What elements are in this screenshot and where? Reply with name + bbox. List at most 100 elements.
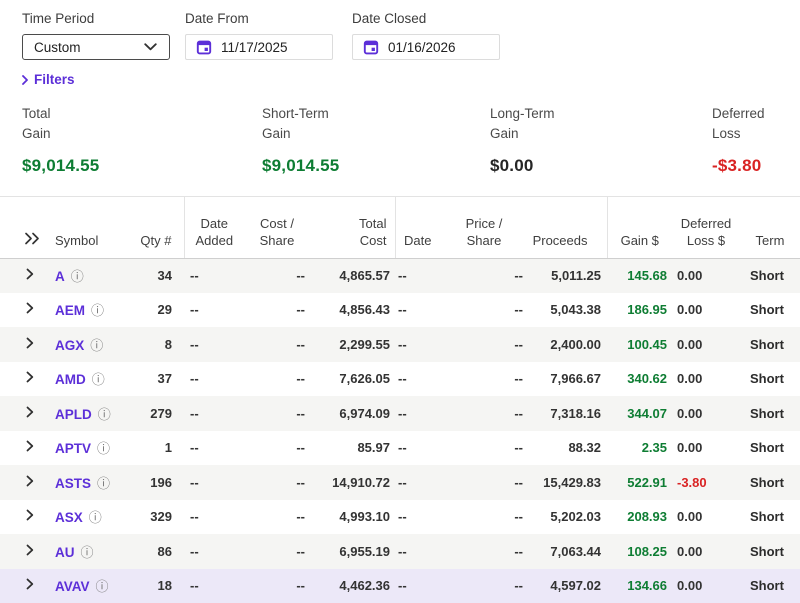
table-row[interactable]: APLD ⓘ 279 -- -- 6,974.09 -- -- 7,318.16 … bbox=[0, 396, 800, 431]
deferred-loss-cell: 0.00 bbox=[672, 568, 740, 603]
table-row[interactable]: AVAV ⓘ 18 -- -- 4,462.36 -- -- 4,597.02 1… bbox=[0, 568, 800, 603]
cost-share-cell: -- bbox=[244, 499, 310, 534]
symbol-link[interactable]: ASX bbox=[55, 510, 83, 526]
table-row[interactable]: AGX ⓘ 8 -- -- 2,299.55 -- -- 2,400.00 100… bbox=[0, 327, 800, 362]
symbol-link[interactable]: ASTS bbox=[55, 475, 92, 491]
date-cell: -- bbox=[395, 327, 440, 362]
date-cell: -- bbox=[395, 292, 440, 327]
column-header-symbol: Symbol bbox=[50, 196, 135, 259]
deferred-loss-cell: 0.00 bbox=[672, 258, 740, 293]
price-share-cell: -- bbox=[440, 396, 528, 431]
cost-share-cell: -- bbox=[244, 361, 310, 396]
info-icon[interactable]: ⓘ bbox=[88, 511, 102, 527]
qty-cell: 34 bbox=[135, 258, 184, 293]
info-icon[interactable]: ⓘ bbox=[80, 545, 94, 561]
proceeds-cell: 7,966.67 bbox=[528, 361, 607, 396]
filters-link[interactable]: Filters bbox=[22, 72, 75, 87]
gain-cell: 2.35 bbox=[607, 430, 672, 465]
date-from-input[interactable]: 11/17/2025 bbox=[185, 34, 333, 60]
date-closed-input[interactable]: 01/16/2026 bbox=[352, 34, 500, 60]
symbol-link[interactable]: AGX bbox=[55, 337, 85, 353]
proceeds-cell: 4,597.02 bbox=[528, 568, 607, 603]
expand-row-icon[interactable] bbox=[26, 578, 34, 590]
info-icon[interactable]: ⓘ bbox=[70, 270, 84, 285]
qty-cell: 18 bbox=[135, 568, 184, 603]
column-header-proceeds: Proceeds bbox=[528, 196, 607, 259]
date-cell: -- bbox=[395, 568, 440, 603]
table-row[interactable]: AU ⓘ 86 -- -- 6,955.19 -- -- 7,063.44 108… bbox=[0, 534, 800, 569]
column-header-term: Term bbox=[740, 196, 800, 259]
table-header-row: Symbol Qty # Date Added Cost / Share Tot… bbox=[0, 196, 800, 259]
date-from-label: Date From bbox=[185, 11, 249, 26]
column-header-gain: Gain $ bbox=[606, 196, 672, 259]
expand-all-button[interactable] bbox=[24, 232, 41, 245]
symbol-link[interactable]: AVAV bbox=[55, 579, 90, 595]
total-cost-cell: 4,462.36 bbox=[310, 568, 395, 603]
cost-share-cell: -- bbox=[244, 396, 310, 431]
expand-row-icon[interactable] bbox=[26, 440, 34, 452]
term-cell: Short bbox=[740, 465, 800, 500]
column-header-price-share: Price / Share bbox=[440, 196, 528, 259]
deferred-loss-cell: 0.00 bbox=[672, 396, 740, 431]
table-row[interactable]: ASTS ⓘ 196 -- -- 14,910.72 -- -- 15,429.8… bbox=[0, 465, 800, 500]
date-cell: -- bbox=[395, 499, 440, 534]
table-row[interactable]: APTV ⓘ 1 -- -- 85.97 -- -- 88.32 2.35 0.0… bbox=[0, 430, 800, 465]
price-share-cell: -- bbox=[440, 258, 528, 293]
date-cell: -- bbox=[395, 396, 440, 431]
expand-row-icon[interactable] bbox=[26, 475, 34, 487]
deferred-loss-cell: 0.00 bbox=[672, 292, 740, 327]
total-cost-cell: 85.97 bbox=[310, 430, 395, 465]
symbol-link[interactable]: APTV bbox=[55, 441, 92, 457]
info-icon[interactable]: ⓘ bbox=[91, 373, 105, 389]
info-icon[interactable]: ⓘ bbox=[91, 304, 105, 320]
proceeds-cell: 15,429.83 bbox=[528, 465, 607, 500]
expand-row-icon[interactable] bbox=[26, 337, 34, 349]
calendar-icon[interactable] bbox=[363, 39, 379, 55]
price-share-cell: -- bbox=[440, 430, 528, 465]
info-icon[interactable]: ⓘ bbox=[97, 476, 111, 492]
symbol-link[interactable]: AEM bbox=[55, 303, 85, 319]
symbol-link[interactable]: A bbox=[55, 269, 65, 284]
summary-value: $9,014.55 bbox=[262, 155, 340, 175]
total-cost-cell: 4,865.57 bbox=[310, 258, 395, 293]
term-cell: Short bbox=[740, 396, 800, 431]
total-cost-cell: 14,910.72 bbox=[310, 465, 395, 500]
date-closed-label: Date Closed bbox=[352, 11, 427, 26]
symbol-link[interactable]: AMD bbox=[55, 372, 86, 388]
total-cost-cell: 2,299.55 bbox=[310, 327, 395, 362]
expand-row-icon[interactable] bbox=[26, 509, 34, 521]
date-added-cell: -- bbox=[184, 361, 244, 396]
info-icon[interactable]: ⓘ bbox=[97, 442, 111, 458]
date-added-cell: -- bbox=[184, 430, 244, 465]
date-added-cell: -- bbox=[184, 465, 244, 500]
term-cell: Short bbox=[740, 292, 800, 327]
expand-row-icon[interactable] bbox=[26, 371, 34, 383]
info-icon[interactable]: ⓘ bbox=[95, 580, 109, 596]
symbol-link[interactable]: AU bbox=[55, 544, 75, 560]
expand-row-icon[interactable] bbox=[26, 268, 34, 280]
term-cell: Short bbox=[740, 361, 800, 396]
qty-cell: 29 bbox=[135, 292, 184, 327]
expand-row-icon[interactable] bbox=[26, 302, 34, 314]
summary-card-total-gain: Total Gain $9,014.55 bbox=[22, 104, 262, 176]
total-cost-cell: 6,955.19 bbox=[310, 534, 395, 569]
time-period-group: Time Period Custom bbox=[22, 10, 170, 60]
info-icon[interactable]: ⓘ bbox=[97, 407, 111, 423]
deferred-loss-cell: -3.80 bbox=[672, 465, 740, 500]
total-cost-cell: 4,856.43 bbox=[310, 292, 395, 327]
time-period-label: Time Period bbox=[22, 11, 95, 26]
calendar-icon[interactable] bbox=[196, 39, 212, 55]
chevron-down-icon bbox=[144, 43, 157, 51]
expand-row-icon[interactable] bbox=[26, 544, 34, 556]
symbol-link[interactable]: APLD bbox=[55, 406, 92, 422]
table-row[interactable]: AEM ⓘ 29 -- -- 4,856.43 -- -- 5,043.38 18… bbox=[0, 292, 800, 327]
table-row[interactable]: ASX ⓘ 329 -- -- 4,993.10 -- -- 5,202.03 2… bbox=[0, 499, 800, 534]
expand-row-icon[interactable] bbox=[26, 406, 34, 418]
cost-share-cell: -- bbox=[244, 568, 310, 603]
time-period-select[interactable]: Custom bbox=[22, 34, 170, 60]
table-row[interactable]: AMD ⓘ 37 -- -- 7,626.05 -- -- 7,966.67 34… bbox=[0, 361, 800, 396]
info-icon[interactable]: ⓘ bbox=[90, 338, 104, 354]
term-cell: Short bbox=[740, 499, 800, 534]
